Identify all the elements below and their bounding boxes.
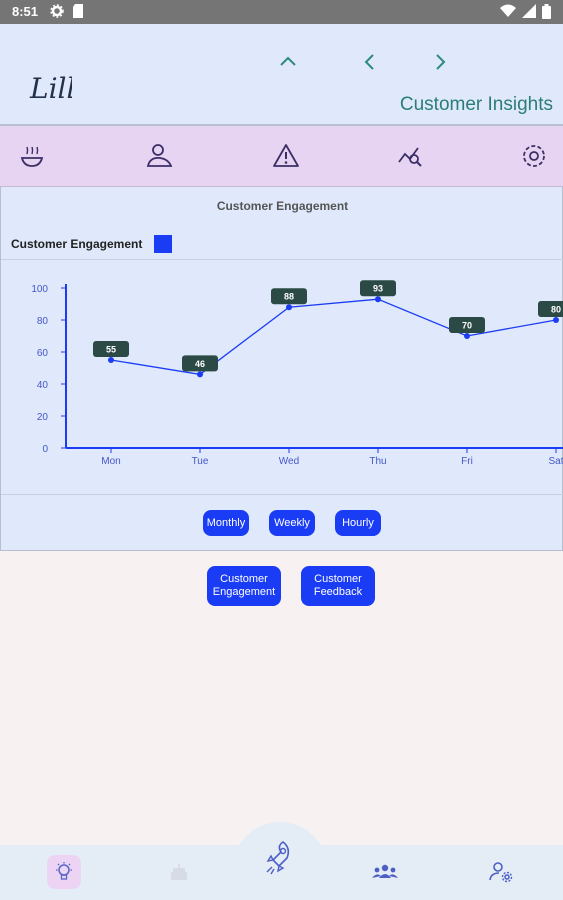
gear-icon (50, 4, 64, 18)
customer-feedback-button[interactable]: Customer Feedback (301, 566, 375, 606)
sd-card-icon (73, 4, 83, 18)
bowl-icon[interactable] (18, 142, 46, 170)
y-tick-label: 100 (31, 284, 48, 295)
data-label-bg (449, 317, 485, 333)
toolbar (0, 126, 563, 187)
data-label: 88 (284, 292, 294, 302)
legend-label: Customer Engagement (11, 237, 143, 251)
chart-title: Customer Engagement (216, 199, 349, 213)
warning-icon[interactable] (272, 142, 300, 170)
hourly-button[interactable]: Hourly (335, 510, 381, 536)
x-tick-label: Sat (548, 456, 563, 467)
nav-cake[interactable] (162, 855, 196, 889)
x-tick-label: Mon (101, 456, 120, 467)
data-label: 70 (462, 321, 472, 331)
bottom-nav (0, 841, 563, 900)
nav-insights[interactable] (47, 855, 81, 889)
customer-engagement-button[interactable]: Customer Engagement (207, 566, 281, 606)
data-label-bg (271, 288, 307, 305)
chevron-up-icon[interactable] (278, 52, 298, 72)
data-point (464, 333, 470, 339)
user-desk-icon[interactable] (146, 142, 174, 170)
chart-panel: Customer Engagement Customer Engagement … (0, 187, 563, 551)
status-time: 8:51 (12, 4, 39, 19)
weekly-button[interactable]: Weekly (269, 510, 315, 536)
legend-swatch (154, 235, 173, 253)
nav-user-settings[interactable] (484, 855, 518, 889)
chart-legend: Customer Engagement (11, 235, 173, 253)
app-header: Lill Customer Insights (0, 24, 563, 126)
battery-icon (542, 4, 551, 19)
data-label: 55 (106, 345, 116, 355)
chevron-left-icon[interactable] (360, 52, 380, 72)
data-point (108, 357, 114, 363)
y-tick-label: 60 (37, 348, 49, 359)
nav-team[interactable] (368, 855, 402, 889)
cake-icon (171, 864, 187, 880)
lightbulb-icon (56, 862, 72, 880)
data-label-bg (93, 341, 129, 357)
data-label: 93 (373, 284, 383, 294)
x-tick-label: Tue (192, 456, 209, 467)
app-logo: Lill (29, 72, 72, 105)
y-tick-label: 80 (37, 316, 49, 327)
data-label-bg (360, 280, 396, 297)
monthly-button[interactable]: Monthly (203, 510, 249, 536)
series-line (110, 298, 557, 376)
settings-icon[interactable] (520, 142, 548, 170)
chevron-right-icon[interactable] (430, 52, 450, 72)
x-tick-label: Fri (461, 456, 473, 467)
chart-search-icon[interactable] (396, 142, 424, 170)
team-icon (372, 864, 398, 878)
page-title: Customer Insights (399, 94, 553, 115)
data-point (553, 317, 559, 323)
chart-divider (1, 494, 563, 495)
y-tick-label: 20 (37, 412, 49, 423)
data-point (286, 304, 292, 311)
line-chart: 0 20 40 60 80 100 Mon Tue Wed Thu Fri Sat 55 46 88 93 70… (31, 280, 563, 467)
data-label: 46 (195, 359, 205, 369)
chart-divider (1, 259, 563, 260)
wifi-icon (500, 4, 516, 17)
rocket-icon (266, 841, 290, 875)
y-tick-label: 40 (37, 380, 49, 391)
x-tick-label: Wed (279, 456, 299, 467)
data-point (375, 296, 381, 303)
status-bar: 8:51 (0, 0, 563, 24)
nav-rocket[interactable] (262, 841, 296, 875)
signal-icon (522, 4, 536, 18)
x-tick-label: Thu (369, 456, 386, 467)
user-settings-icon (489, 862, 513, 883)
data-label-bg (538, 301, 563, 317)
data-point (197, 371, 203, 378)
y-tick-label: 0 (42, 444, 48, 455)
data-label-bg (182, 355, 218, 372)
svg-text:Lill: Lill (29, 72, 72, 105)
data-label: 80 (551, 305, 561, 315)
